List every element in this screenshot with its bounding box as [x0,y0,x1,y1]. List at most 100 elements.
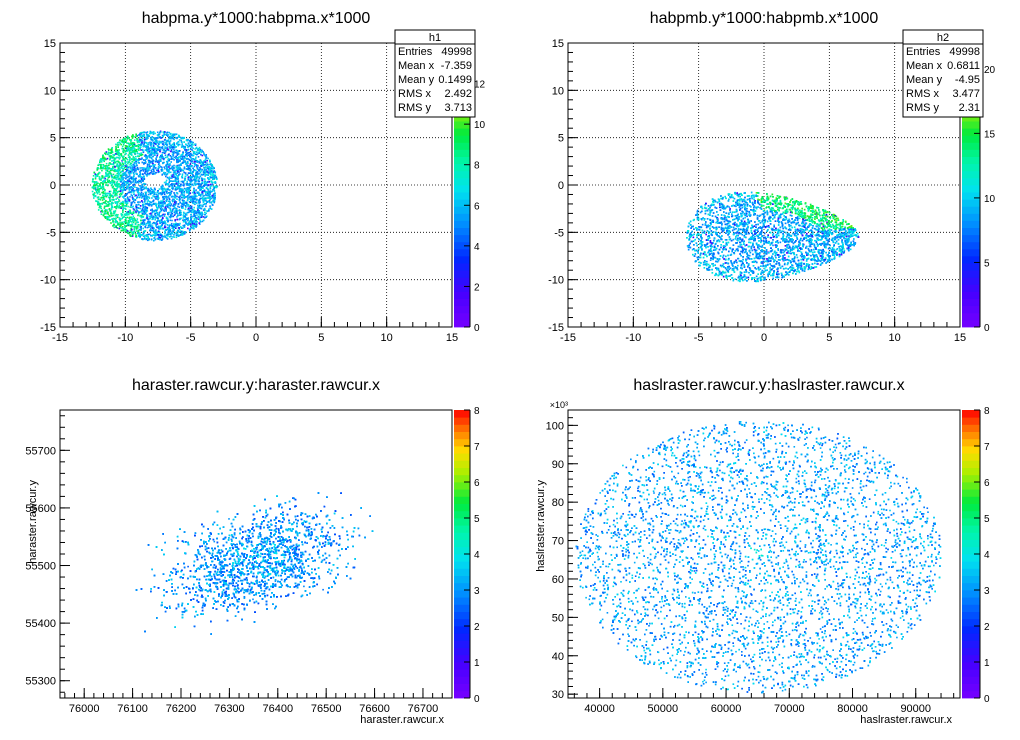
data-cell [175,167,178,169]
data-cell [131,217,133,220]
data-cell [112,154,114,156]
data-cell [111,186,114,189]
data-cell [167,218,169,220]
data-cell [178,139,181,141]
data-cell [130,203,133,205]
data-cell [130,191,133,194]
data-cell [164,156,167,159]
data-cell [99,203,101,205]
data-cell [197,156,200,158]
data-cell [199,168,202,170]
data-cell [173,148,175,151]
data-cell [187,154,190,156]
data-cell [190,144,193,146]
data-cell [136,227,139,229]
data-cell [175,155,177,158]
data-cell [159,222,161,224]
data-cell [177,180,180,182]
data-cell [172,155,174,157]
data-cell [191,224,194,226]
data-cell [110,204,113,206]
data-cell [121,184,124,186]
data-cell [184,147,187,149]
data-cell [113,156,115,159]
data-cell [178,231,180,233]
data-cell [100,182,102,184]
data-cell [102,192,105,194]
data-cell [132,145,134,148]
data-cell [195,179,198,181]
data-cell [142,167,145,169]
data-cell [157,234,159,236]
data-cell [128,199,131,202]
data-cell [125,147,128,150]
data-cell [148,153,151,156]
data-cell [183,224,186,227]
data-cell [190,196,193,199]
data-cell [171,186,174,188]
data-cell [106,184,109,187]
data-cell [94,173,97,175]
data-cell [104,194,107,196]
data-cell [169,177,171,179]
data-cell [154,142,156,145]
data-cell [172,174,174,176]
data-cell [141,179,143,181]
data-cell [203,194,206,197]
data-cell [132,211,135,213]
data-cell [143,163,145,165]
data-cell [164,154,167,156]
data-cell [128,216,131,219]
data-cell [135,197,138,199]
data-cell [209,207,211,210]
data-cell [126,169,128,172]
data-cell [165,200,168,203]
data-cell [117,223,119,226]
data-cell [151,225,154,227]
data-cell [109,169,112,172]
data-cell [123,142,125,144]
data-cell [164,146,166,148]
data-cell [111,176,113,179]
data-cell [116,163,118,165]
data-cell [148,135,150,137]
data-cell [133,162,136,165]
data-cell [108,162,110,165]
data-cell [130,176,133,178]
data-cell [159,146,161,149]
data-cell [140,226,142,228]
data-cell [167,183,169,185]
data-cell [206,173,208,176]
data-cell [197,183,199,185]
data-cell [194,192,197,195]
data-cell [106,212,108,215]
data-cell [139,214,142,217]
data-cell [154,232,156,235]
data-cell [175,186,178,189]
data-cell [170,137,172,140]
data-cell [201,154,204,157]
data-cell [161,214,163,217]
data-cell [135,159,137,161]
data-cell [188,145,191,147]
data-cell [138,235,140,237]
data-cell [152,218,154,220]
data-cell [213,201,215,204]
data-cell [184,172,187,174]
data-cell [143,196,145,198]
data-cell [152,133,155,135]
data-cell [157,142,160,145]
data-cell [179,173,181,175]
data-cell [184,149,186,151]
data-cell [189,175,192,178]
data-cell [138,149,140,151]
data-cell [150,169,152,172]
data-cell [202,187,204,189]
data-cell [110,148,113,151]
data-cell [209,192,211,194]
data-cell [146,167,148,169]
data-cell [180,185,182,187]
data-cell [159,130,162,133]
data-cell [170,231,173,234]
data-cell [197,218,200,220]
